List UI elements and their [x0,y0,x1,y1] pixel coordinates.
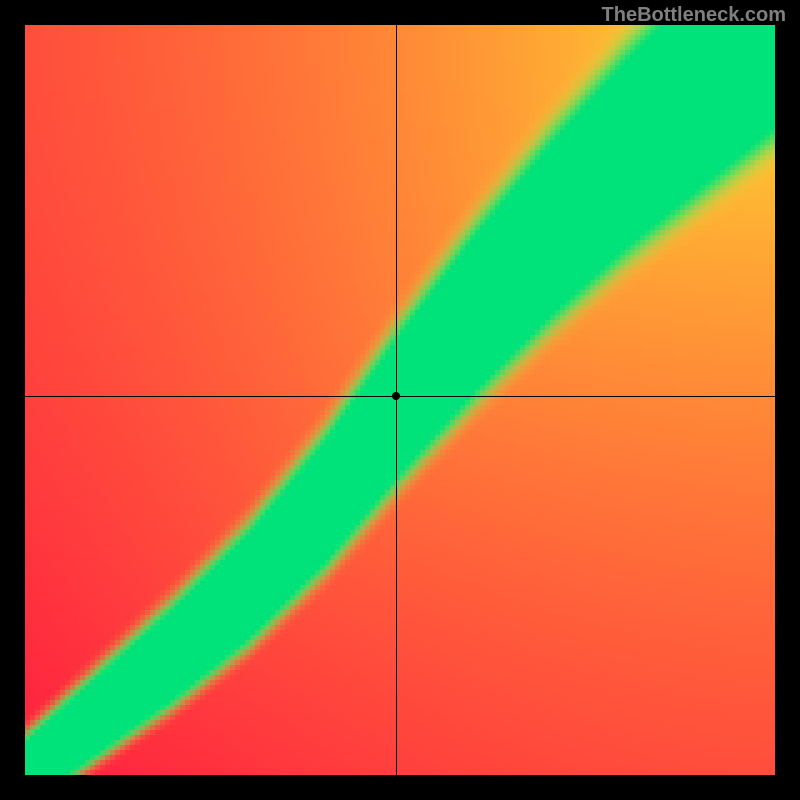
plot-area [25,25,775,775]
heatmap-canvas [25,25,775,775]
crosshair-marker [392,392,400,400]
chart-container: TheBottleneck.com [0,0,800,800]
watermark-text: TheBottleneck.com [602,4,786,27]
